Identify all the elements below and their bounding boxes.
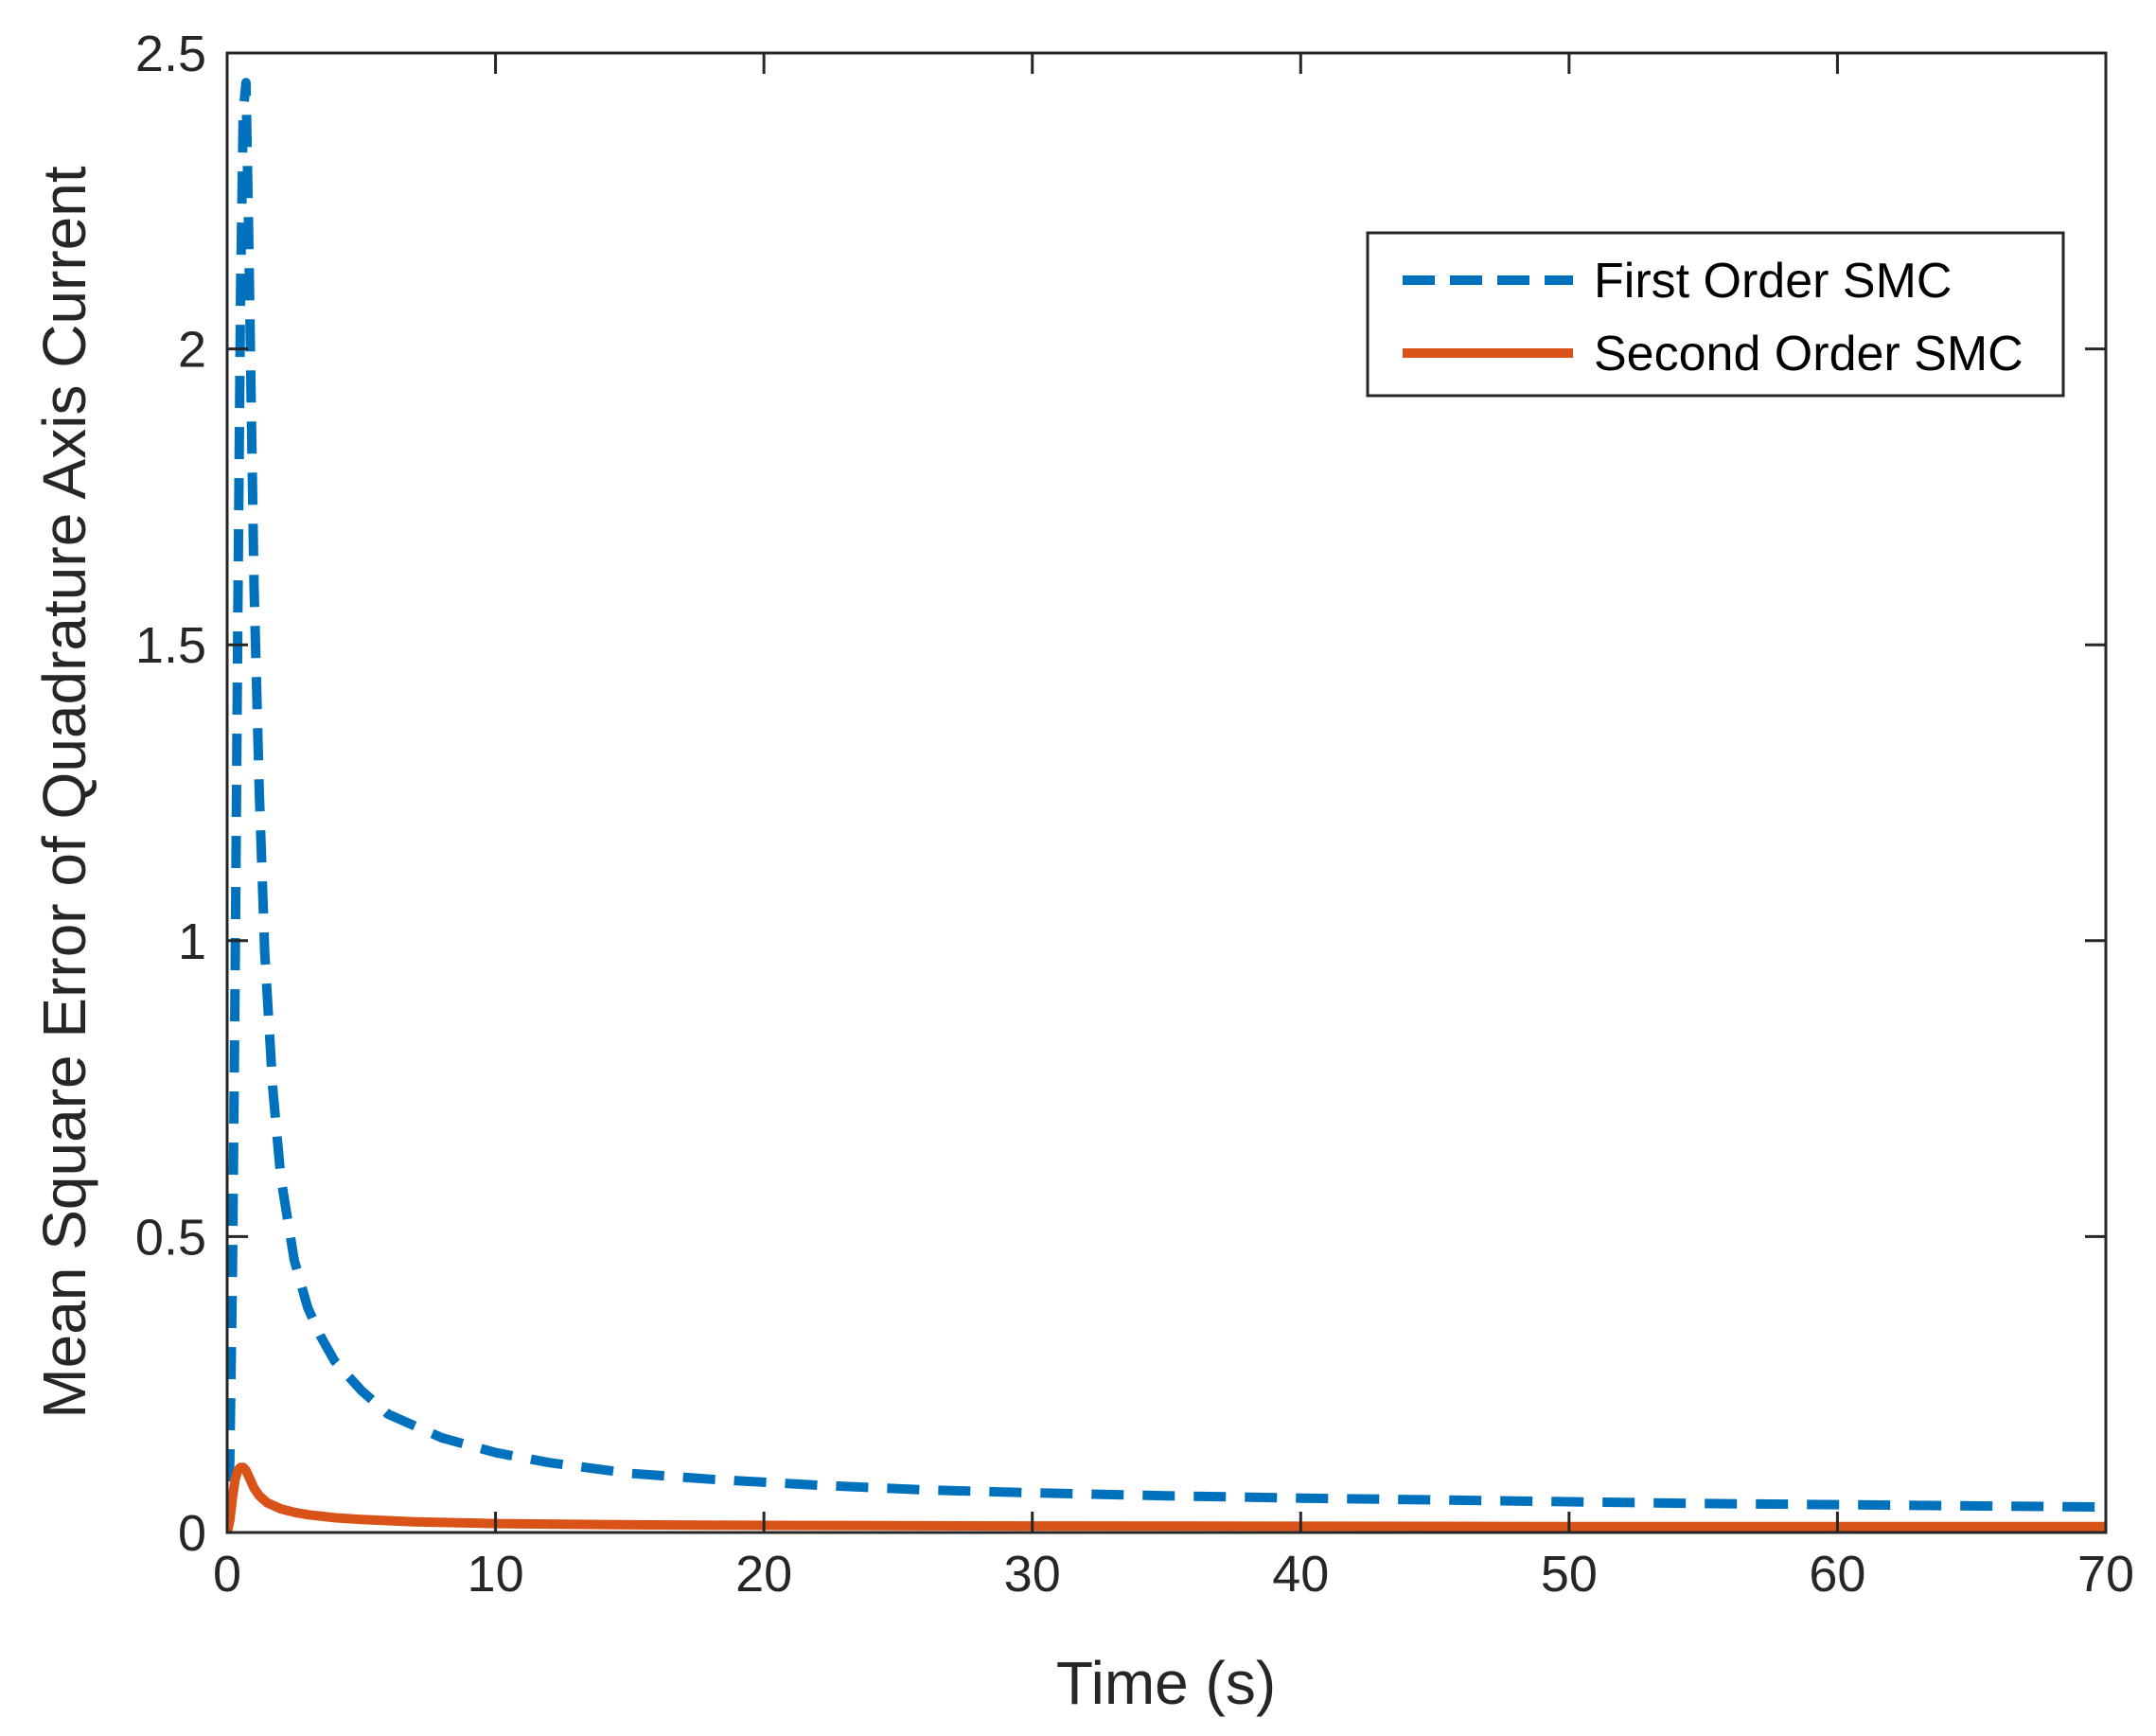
x-tick-label: 40: [1272, 1546, 1329, 1603]
y-tick-label: 2.5: [135, 26, 206, 82]
y-tick-label: 0.5: [135, 1209, 206, 1266]
y-tick-label: 0: [178, 1505, 206, 1562]
y-tick-label: 2: [178, 322, 206, 379]
legend-box: [1366, 231, 2065, 398]
legend-label-first-order: First Order SMC: [1594, 254, 1952, 309]
y-tick-label: 1.5: [135, 617, 206, 674]
x-tick-label: 50: [1541, 1546, 1598, 1603]
x-axis-label: Time (s): [1056, 1649, 1276, 1717]
y-tick-label: 1: [178, 913, 206, 970]
ticks-layer: 0 10 20 30 40 50 60 70 0 0.5 1 1.5 2 2.5: [135, 26, 2134, 1603]
series-line-second-order-smc: [227, 1462, 2106, 1532]
x-tick-label: 60: [1809, 1546, 1865, 1603]
x-tick-label: 10: [468, 1546, 524, 1603]
x-tick-label: 0: [213, 1546, 241, 1603]
plot-frame: [225, 51, 2108, 1534]
y-axis-label: Mean Square Error of Quadrature Axis Cur…: [30, 166, 98, 1419]
x-tick-label: 70: [2077, 1546, 2134, 1603]
series-layer: [227, 78, 2106, 1532]
legend: First Order SMC Second Order SMC: [1366, 231, 2065, 398]
legend-label-second-order: Second Order SMC: [1594, 327, 2023, 381]
x-tick-label: 30: [1004, 1546, 1061, 1603]
x-tick-label: 20: [735, 1546, 792, 1603]
